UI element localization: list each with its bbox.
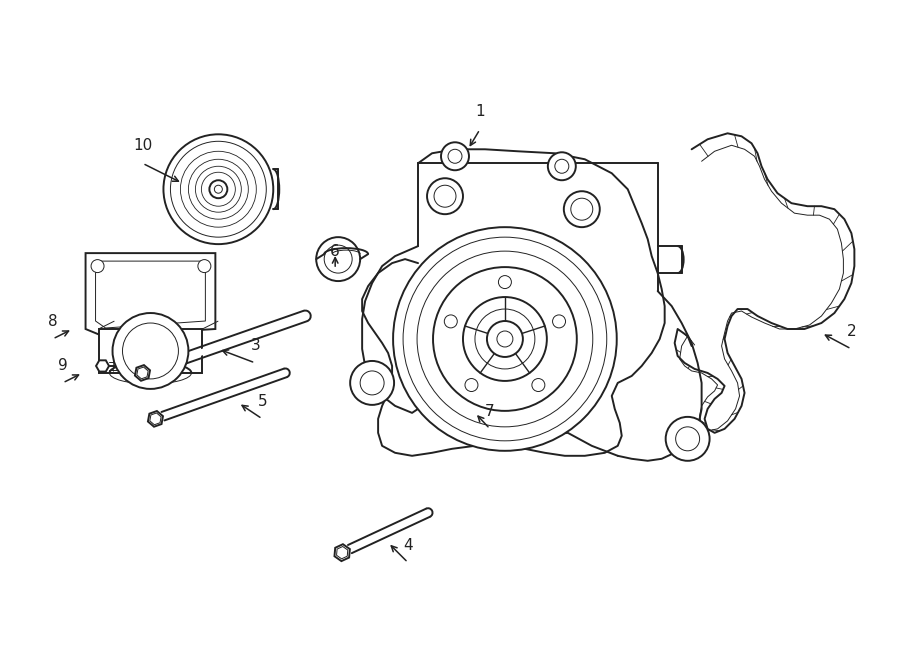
Circle shape xyxy=(164,134,274,244)
Circle shape xyxy=(433,267,577,411)
Circle shape xyxy=(554,159,569,173)
Circle shape xyxy=(393,227,616,451)
Circle shape xyxy=(553,315,565,328)
Polygon shape xyxy=(98,329,202,373)
Circle shape xyxy=(316,237,360,281)
Circle shape xyxy=(214,185,222,193)
Text: 8: 8 xyxy=(48,314,58,329)
Circle shape xyxy=(112,313,188,389)
Polygon shape xyxy=(135,365,150,381)
Circle shape xyxy=(210,180,228,198)
Text: 6: 6 xyxy=(330,244,340,259)
Circle shape xyxy=(122,323,178,379)
Text: 10: 10 xyxy=(133,138,152,153)
Text: 1: 1 xyxy=(475,104,485,120)
Text: 3: 3 xyxy=(250,338,260,353)
Polygon shape xyxy=(86,253,215,336)
Circle shape xyxy=(198,260,211,272)
Circle shape xyxy=(532,379,544,391)
Circle shape xyxy=(666,417,709,461)
Circle shape xyxy=(465,379,478,391)
Circle shape xyxy=(445,315,457,328)
Circle shape xyxy=(350,361,394,405)
Circle shape xyxy=(463,297,547,381)
Circle shape xyxy=(571,198,593,220)
Circle shape xyxy=(448,149,462,163)
Text: 5: 5 xyxy=(257,394,267,409)
Circle shape xyxy=(360,371,384,395)
Text: 4: 4 xyxy=(403,537,413,553)
Text: 2: 2 xyxy=(847,324,856,339)
Circle shape xyxy=(324,245,352,273)
Circle shape xyxy=(548,152,576,180)
Circle shape xyxy=(563,191,599,227)
Polygon shape xyxy=(148,411,163,427)
Circle shape xyxy=(676,427,699,451)
Circle shape xyxy=(91,260,104,272)
Circle shape xyxy=(487,321,523,357)
Text: 9: 9 xyxy=(58,358,68,373)
Polygon shape xyxy=(335,544,350,561)
Circle shape xyxy=(441,142,469,171)
Polygon shape xyxy=(96,360,109,371)
Circle shape xyxy=(427,178,463,214)
Text: 7: 7 xyxy=(485,404,495,419)
Circle shape xyxy=(170,141,266,237)
Circle shape xyxy=(499,276,511,289)
Circle shape xyxy=(434,185,456,207)
